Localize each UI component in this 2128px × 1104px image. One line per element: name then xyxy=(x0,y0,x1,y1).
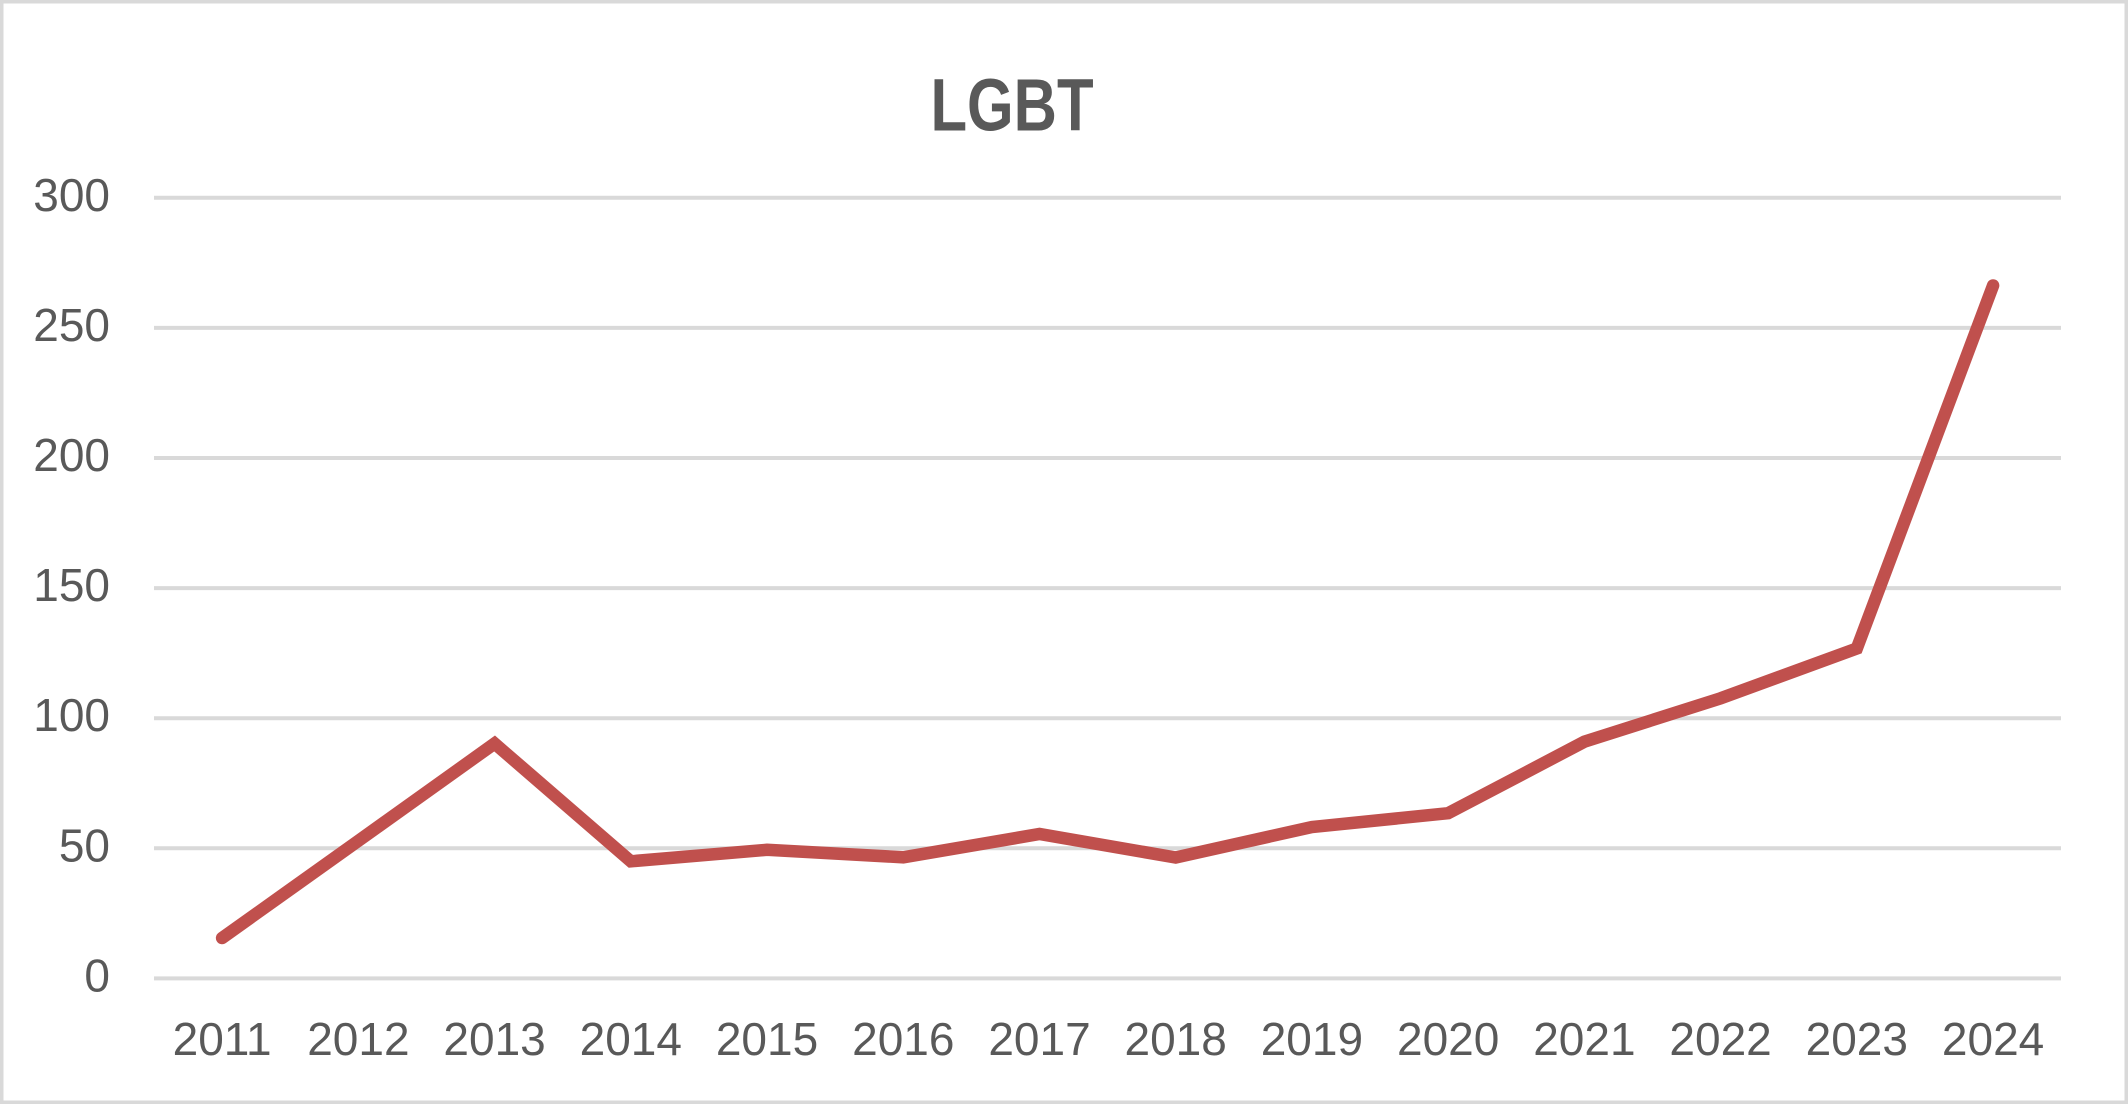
svg-text:2021: 2021 xyxy=(1533,1013,1635,1065)
svg-text:2018: 2018 xyxy=(1125,1013,1227,1065)
svg-text:2016: 2016 xyxy=(852,1013,954,1065)
svg-text:2023: 2023 xyxy=(1806,1013,1908,1065)
svg-text:2017: 2017 xyxy=(988,1013,1090,1065)
svg-text:300: 300 xyxy=(33,169,110,221)
svg-text:50: 50 xyxy=(59,819,110,871)
svg-text:200: 200 xyxy=(33,429,110,481)
svg-text:150: 150 xyxy=(33,559,110,611)
svg-text:250: 250 xyxy=(33,299,110,351)
svg-text:0: 0 xyxy=(84,949,110,1001)
svg-text:2014: 2014 xyxy=(580,1013,682,1065)
svg-text:LGBT: LGBT xyxy=(930,65,1093,147)
svg-text:2015: 2015 xyxy=(716,1013,818,1065)
svg-text:2013: 2013 xyxy=(443,1013,545,1065)
svg-text:2020: 2020 xyxy=(1397,1013,1499,1065)
svg-text:100: 100 xyxy=(33,689,110,741)
svg-text:2024: 2024 xyxy=(1942,1013,2044,1065)
svg-text:2019: 2019 xyxy=(1261,1013,1363,1065)
svg-text:2011: 2011 xyxy=(173,1013,272,1065)
svg-text:2012: 2012 xyxy=(307,1013,409,1065)
svg-text:2022: 2022 xyxy=(1669,1013,1771,1065)
